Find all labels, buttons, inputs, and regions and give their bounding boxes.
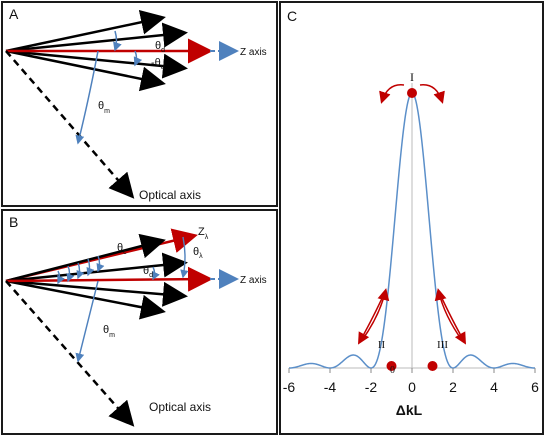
x-axis-label: ΔkL bbox=[396, 402, 423, 418]
arc-theta-d bbox=[152, 266, 160, 281]
ray bbox=[5, 49, 188, 79]
x-tick-label: -2 bbox=[365, 379, 378, 395]
x-tick-label: -6 bbox=[283, 379, 296, 395]
theta-c-label: θc bbox=[117, 242, 127, 256]
point-III bbox=[427, 361, 438, 371]
ray bbox=[5, 49, 166, 92]
arc-theta-m bbox=[75, 50, 99, 145]
arrow-III-down bbox=[437, 290, 466, 345]
x-tick-label: 0 bbox=[408, 379, 416, 395]
panel-c-letter: C bbox=[287, 8, 297, 24]
optical-axis-line bbox=[5, 280, 135, 427]
panel-b-letter: B bbox=[9, 214, 18, 230]
optical-axis-label: Optical axis bbox=[149, 400, 211, 414]
point-II bbox=[386, 361, 397, 371]
ray bbox=[5, 233, 166, 283]
panel-b-diagram: B Z axis Zλ Optical axis θc θλ θd θm bbox=[5, 214, 267, 427]
theta-lambda-label: θλ bbox=[193, 246, 203, 260]
ray bbox=[5, 9, 166, 53]
arrow-I-left bbox=[379, 84, 405, 104]
arc-small bbox=[57, 270, 65, 285]
z-lambda-label: Zλ bbox=[198, 226, 209, 241]
arrow-I-right bbox=[419, 84, 445, 104]
neg-theta-d-label: -θd bbox=[151, 57, 165, 71]
arc-theta-d bbox=[113, 30, 122, 52]
arc-small bbox=[76, 262, 85, 280]
ray bbox=[5, 252, 188, 283]
arc-small bbox=[66, 265, 75, 283]
panel-b: B Z axis Zλ Optical axis θc θλ θd θm bbox=[1, 209, 278, 435]
panel-a-diagram: A Z axis Optical axis θd -θd θm bbox=[5, 6, 267, 202]
arc-small bbox=[96, 255, 105, 273]
arc-neg-theta-d bbox=[133, 50, 143, 67]
arc-theta-m bbox=[75, 280, 99, 363]
label-zero: 0 bbox=[390, 365, 395, 376]
optical-axis-label: Optical axis bbox=[139, 188, 201, 202]
panel-a: A Z axis Optical axis θd -θd θm bbox=[1, 1, 278, 207]
label-I: I bbox=[410, 70, 414, 84]
arrow-II-down bbox=[358, 290, 387, 345]
ray bbox=[5, 279, 166, 320]
z-axis-label: Z axis bbox=[240, 275, 267, 286]
x-tick-label: -4 bbox=[324, 379, 337, 395]
theta-m-label: θm bbox=[103, 324, 115, 339]
x-tick-label: 2 bbox=[449, 379, 457, 395]
ray bbox=[5, 279, 188, 307]
panel-a-letter: A bbox=[9, 6, 19, 22]
optical-axis-line bbox=[5, 50, 135, 199]
x-tick-label: 4 bbox=[490, 379, 498, 395]
panel-c: C -6 -4 -2 0 2 4 6 I II III 0 ΔkL bbox=[279, 1, 544, 435]
z-axis-label: Z axis bbox=[240, 47, 267, 58]
label-III: III bbox=[437, 339, 448, 351]
label-II: II bbox=[378, 339, 386, 351]
z-axis-red-line bbox=[5, 266, 213, 292]
theta-d-label: θd bbox=[155, 40, 165, 54]
theta-d-label: θd bbox=[143, 265, 153, 279]
ray bbox=[5, 22, 188, 53]
theta-m-label: θm bbox=[98, 100, 110, 115]
arc-theta-lambda bbox=[180, 236, 189, 279]
x-tick-label: 6 bbox=[531, 379, 539, 395]
point-I bbox=[407, 88, 417, 98]
arc-small bbox=[86, 258, 95, 277]
